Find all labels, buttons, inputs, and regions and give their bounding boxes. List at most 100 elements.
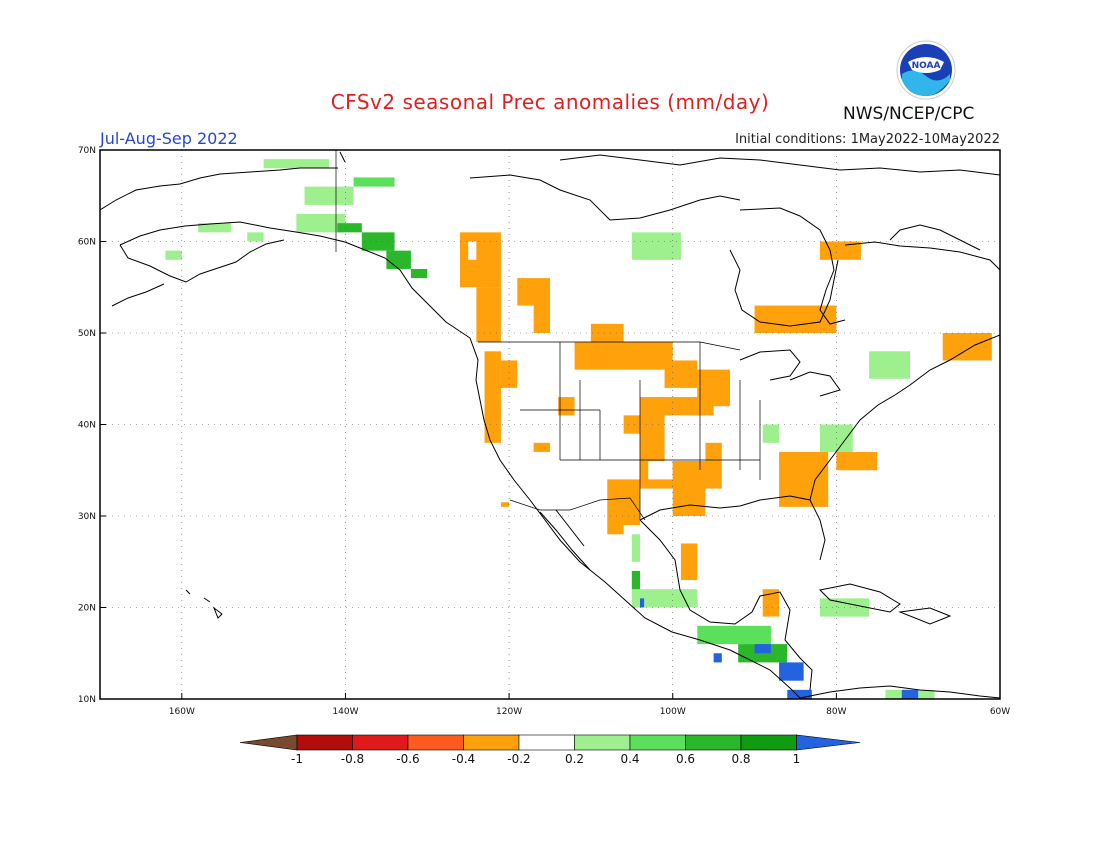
colorbar-segment [685, 734, 742, 751]
anomaly-cell [664, 360, 698, 388]
colorbar-label: 1 [793, 752, 801, 766]
anomaly-cell [623, 415, 640, 434]
anomaly-cell [787, 689, 812, 699]
anomaly-cell [631, 232, 681, 260]
lon-label: 80W [826, 707, 846, 717]
longitude-labels: 160W 140W 120W 100W 80W 60W [169, 693, 1010, 717]
anomaly-cell [770, 616, 780, 635]
agency-label: NWS/NCEP/CPC [843, 104, 975, 124]
anomaly-cell [165, 250, 182, 260]
anomaly-cell [460, 232, 501, 288]
anomaly-cell [713, 406, 747, 425]
anomaly-cell [590, 323, 624, 343]
anomaly-cell [484, 351, 501, 443]
anomaly-cell [664, 415, 706, 462]
precip-anomaly-field [165, 159, 992, 699]
anomaly-cell [631, 589, 698, 608]
lat-label: 40N [78, 421, 96, 431]
anomaly-cell [697, 607, 722, 626]
anomaly-cell [640, 598, 645, 608]
anomaly-cell [476, 287, 501, 343]
colorbar-segment [574, 734, 631, 751]
anomaly-cell [607, 479, 640, 535]
colorbar-segment [407, 734, 464, 751]
latitude-labels: 70N 60N 50N 40N 30N 20N 10N [78, 146, 106, 705]
map-title: CFSv2 seasonal Prec anomalies (mm/day) [330, 90, 770, 114]
lat-lon-grid [100, 150, 1000, 699]
anomaly-cell [779, 451, 829, 507]
lat-label: 10N [78, 695, 96, 705]
lat-label: 20N [78, 604, 96, 614]
anomaly-cell [754, 305, 837, 333]
colorbar-segment [352, 734, 409, 751]
colorbar-label: -0.8 [341, 752, 364, 766]
anomaly-cell [558, 397, 575, 416]
lon-label: 120W [496, 707, 522, 717]
anomaly-cell [934, 607, 960, 617]
lon-label: 140W [332, 707, 358, 717]
colorbar-label: -0.4 [452, 752, 475, 766]
colorbar-label: 0.2 [565, 752, 584, 766]
anomaly-cell [779, 662, 804, 681]
colorbar-arrow-left [239, 734, 298, 751]
lon-label: 100W [660, 707, 686, 717]
colorbar: -1 -0.8 -0.6 -0.4 -0.2 0.2 0.4 0.6 0.8 1 [239, 734, 861, 766]
anomaly-cell [713, 653, 722, 663]
anomaly-cell [672, 461, 706, 516]
colorbar-segment [740, 734, 797, 751]
colorbar-segment [518, 734, 575, 751]
anomaly-cell [386, 250, 411, 269]
colorbar-label: -0.6 [396, 752, 419, 766]
anomaly-cell [697, 625, 771, 645]
colorbar-segment [296, 734, 353, 751]
logo-text: NOAA [912, 61, 941, 71]
colorbar-arrow-right [796, 734, 861, 751]
initial-conditions: Initial conditions: 1May2022-10May2022 [735, 132, 1000, 147]
anomaly-cell [869, 351, 910, 379]
anomaly-cell [901, 689, 919, 699]
anomaly-cell [762, 424, 780, 443]
anomaly-cell [820, 241, 861, 260]
political-borders [335, 150, 761, 521]
coastlines [100, 151, 1000, 699]
lat-label: 50N [78, 329, 96, 339]
anomaly-cell [296, 214, 346, 233]
anomaly-cell [648, 461, 673, 480]
anomaly-cell [517, 278, 550, 306]
colorbar-label: 0.6 [676, 752, 695, 766]
colorbar-label: 0.8 [731, 752, 750, 766]
anomaly-cell [754, 644, 771, 654]
anomaly-cell [680, 543, 698, 581]
anomaly-cell [361, 232, 395, 251]
anomaly-cell [263, 159, 330, 169]
lat-label: 70N [78, 146, 96, 156]
anomaly-cell [762, 589, 780, 617]
anomaly-cell [574, 342, 673, 370]
anomaly-cell [468, 241, 477, 260]
anomaly-cell [500, 502, 510, 507]
colorbar-segment [629, 734, 686, 751]
noaa-logo-icon: NOAA [896, 40, 956, 100]
anomaly-cell [198, 223, 231, 233]
forecast-period: Jul-Aug-Sep 2022 [100, 129, 238, 148]
colorbar-label: -1 [291, 752, 303, 766]
anomaly-cell [631, 534, 640, 562]
anomaly-cell [533, 442, 550, 452]
colorbar-label: 0.4 [620, 752, 639, 766]
anomaly-cell [247, 232, 264, 242]
colorbar-segment [463, 734, 520, 751]
lon-label: 60W [990, 707, 1010, 717]
anomaly-cell [337, 223, 362, 233]
anomaly-cell [353, 177, 395, 187]
lat-label: 60N [78, 238, 96, 248]
anomaly-cell [836, 451, 878, 471]
lon-label: 160W [169, 707, 195, 717]
anomaly-cell [500, 360, 518, 388]
anomaly-cell [304, 186, 354, 205]
anomaly-cell [410, 268, 428, 279]
anomaly-cell [631, 570, 640, 590]
colorbar-label: -0.2 [507, 752, 530, 766]
anomaly-cell [942, 333, 992, 361]
lat-label: 30N [78, 512, 96, 522]
